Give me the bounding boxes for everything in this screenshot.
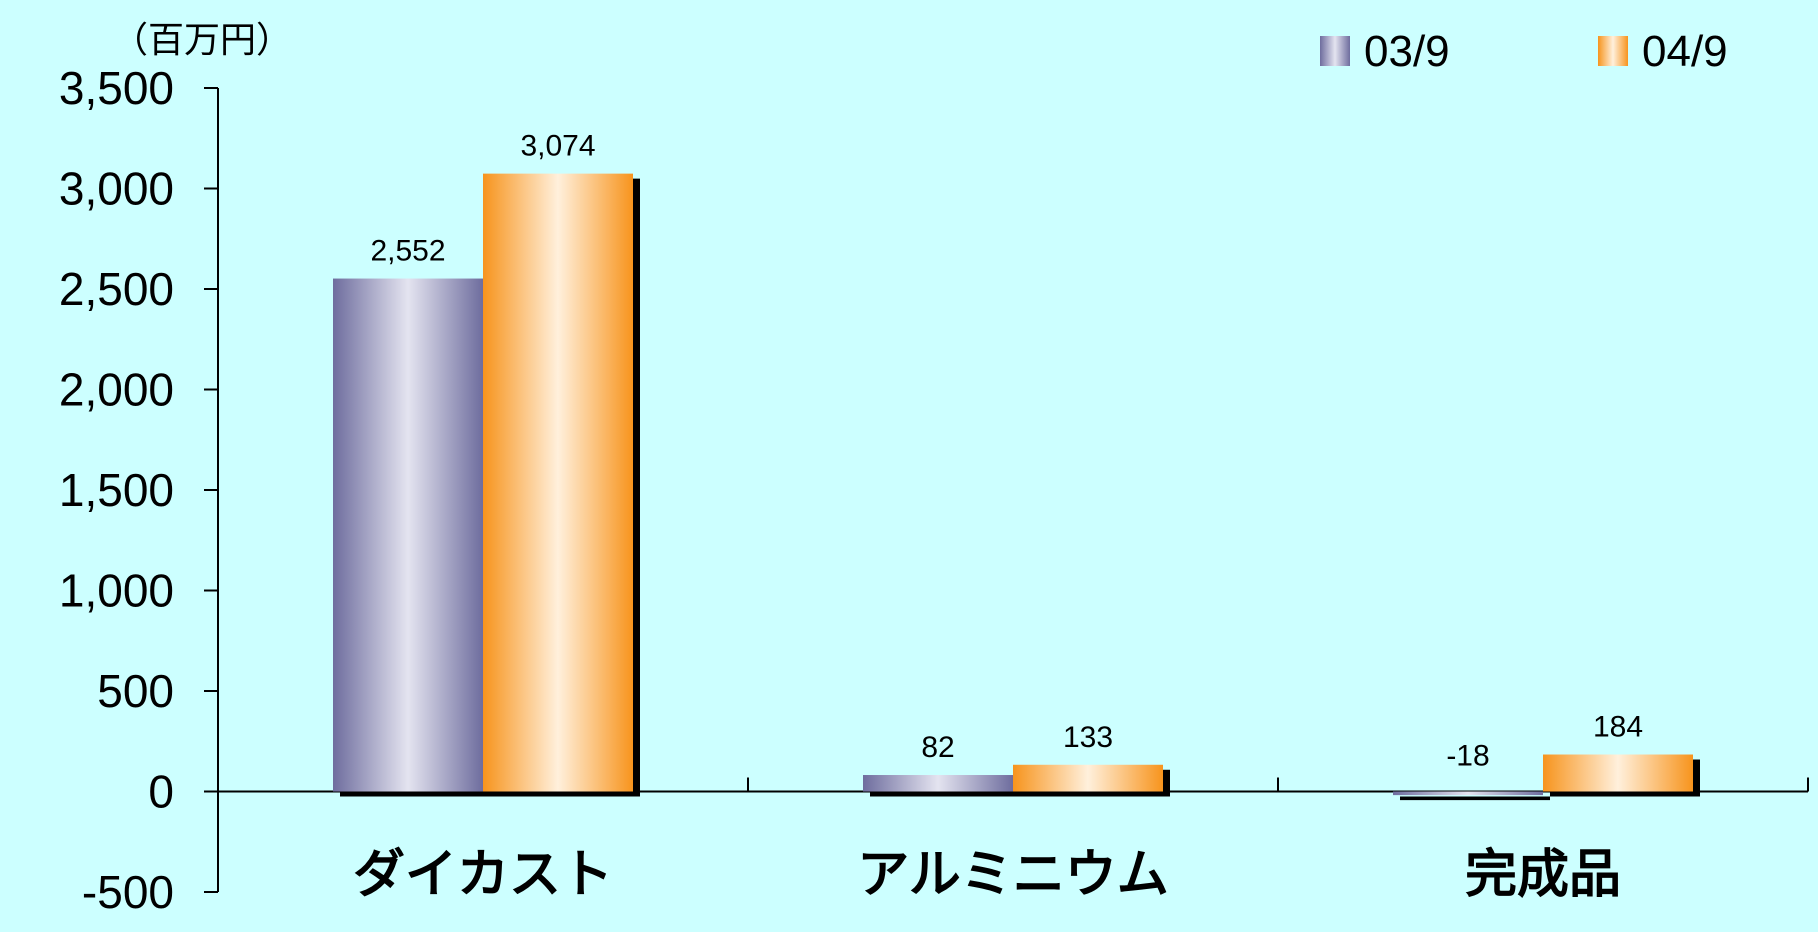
bar-039-2 xyxy=(1393,791,1543,796)
data-label: 184 xyxy=(1593,711,1643,744)
bar-shadow xyxy=(1400,796,1550,801)
x-tick-label: 完成品 xyxy=(1465,845,1621,905)
legend-label: 04/9 xyxy=(1642,27,1728,76)
legend: 03/9 04/9 xyxy=(1320,27,1728,76)
bar-049-0 xyxy=(483,173,633,792)
data-label: 82 xyxy=(921,731,954,764)
bar-039-0 xyxy=(333,278,483,792)
bar-049-1 xyxy=(1013,764,1163,792)
legend-swatch xyxy=(1320,36,1350,66)
data-labels: 2,552 3,074 82 133 -18 184 xyxy=(370,130,1643,773)
y-tick-label: 2,500 xyxy=(59,263,174,315)
y-tick-label: 1,000 xyxy=(59,565,174,617)
data-label: 3,074 xyxy=(520,130,595,163)
data-label: 133 xyxy=(1063,721,1113,754)
legend-swatch xyxy=(1598,36,1628,66)
x-tick-label: アルミニウム xyxy=(857,845,1168,905)
legend-label: 03/9 xyxy=(1364,27,1450,76)
y-tick-label: 0 xyxy=(148,766,174,818)
bar-049-2 xyxy=(1543,754,1693,792)
y-tick-label: 500 xyxy=(97,665,174,717)
data-label: -18 xyxy=(1446,740,1489,773)
y-tick-label: 3,000 xyxy=(59,163,174,215)
axes: -500 0 500 1,000 1,500 2,000 2,500 3,000 3,500 ダイ… xyxy=(59,62,1809,918)
bar-039-1 xyxy=(863,775,1013,792)
unit-label: （百万円） xyxy=(112,20,292,61)
y-tick-label: 3,500 xyxy=(59,62,174,114)
x-tick-label: ダイカスト xyxy=(353,845,613,905)
bars xyxy=(333,173,1700,801)
y-tick-label: 1,500 xyxy=(59,464,174,516)
y-tick-label: -500 xyxy=(82,866,174,918)
data-label: 2,552 xyxy=(370,235,445,268)
y-tick-label: 2,000 xyxy=(59,364,174,416)
